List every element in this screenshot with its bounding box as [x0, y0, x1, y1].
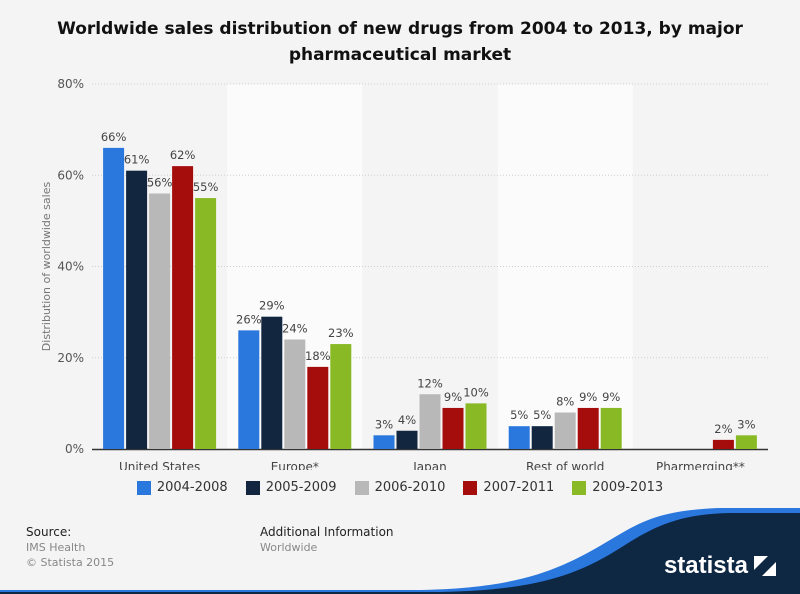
bar — [307, 366, 329, 449]
data-label: 56% — [147, 176, 173, 190]
legend-swatch — [354, 480, 369, 495]
bar — [126, 170, 148, 449]
additional-info-label: Additional Information — [260, 525, 394, 539]
y-tick-label: 60% — [57, 168, 84, 182]
statista-logo-icon — [754, 556, 776, 576]
bar — [396, 430, 418, 449]
bar — [330, 344, 352, 449]
data-label: 62% — [170, 148, 196, 162]
legend: 2004-2008 2005-2009 2006-2010 2007-2011 2009… — [0, 480, 800, 495]
legend-label: 2006-2010 — [374, 480, 446, 495]
bar — [284, 339, 306, 449]
bar — [261, 316, 283, 449]
x-tick-label: Europe* — [271, 460, 319, 470]
bar — [149, 193, 171, 449]
legend-item[interactable]: 2006-2010 — [354, 480, 446, 495]
footer-wave — [0, 508, 800, 594]
data-label: 24% — [282, 322, 308, 336]
bar — [554, 412, 576, 449]
bar — [419, 394, 441, 449]
data-label: 9% — [444, 390, 462, 404]
statista-logo[interactable]: statista — [664, 552, 776, 580]
data-label: 3% — [737, 417, 755, 431]
chart-title: Worldwide sales distribution of new drug… — [57, 19, 743, 65]
data-label: 23% — [328, 326, 354, 340]
legend-label: 2009-2013 — [592, 480, 664, 495]
data-label: 18% — [305, 349, 331, 363]
data-label: 5% — [510, 408, 528, 422]
y-tick-label: 20% — [57, 351, 84, 365]
bar — [712, 439, 734, 449]
legend-item[interactable]: 2007-2011 — [463, 480, 554, 495]
data-label: 55% — [193, 180, 219, 194]
bar — [600, 407, 622, 449]
data-label: 61% — [124, 153, 150, 167]
bar — [508, 426, 530, 449]
data-label: 2% — [714, 422, 732, 436]
bar — [531, 426, 553, 449]
data-label: 8% — [556, 395, 574, 409]
y-tick-label: 80% — [57, 77, 84, 91]
category-band — [497, 84, 633, 449]
bar — [172, 166, 194, 449]
legend-swatch — [245, 480, 260, 495]
data-label: 9% — [602, 390, 620, 404]
legend-label: 2005-2009 — [265, 480, 337, 495]
y-tick-label: 40% — [57, 260, 84, 274]
data-label: 10% — [463, 385, 489, 399]
data-label: 3% — [375, 417, 393, 431]
data-label: 26% — [236, 312, 262, 326]
legend-label: 2004-2008 — [156, 480, 228, 495]
logo-text: statista — [663, 552, 748, 579]
source-text: IMS Health — [26, 541, 86, 554]
bar — [735, 435, 757, 449]
data-label: 29% — [259, 299, 285, 313]
data-label: 5% — [533, 408, 551, 422]
x-tick-label: Pharmerging** — [656, 460, 745, 470]
legend-swatch — [463, 480, 478, 495]
y-axis-title: Distribution of worldwide sales — [40, 182, 53, 352]
bar-chart: 0% 20% 40% 60% 80% Distribution of worldwide … — [40, 77, 768, 470]
legend-item[interactable]: 2005-2009 — [245, 480, 337, 495]
bar — [103, 147, 125, 449]
bar — [465, 403, 487, 449]
bar — [238, 330, 260, 449]
bar — [577, 407, 599, 449]
data-label: 4% — [398, 413, 416, 427]
copyright-text: © Statista 2015 — [26, 556, 115, 569]
legend-label: 2007-2011 — [483, 480, 555, 495]
legend-swatch — [136, 480, 151, 495]
additional-info-block: Additional Information Worldwide — [260, 525, 394, 555]
source-block: Source: IMS Health © Statista 2015 — [26, 525, 114, 570]
data-label: 12% — [417, 376, 443, 390]
bar — [442, 407, 464, 449]
bar — [195, 198, 217, 449]
source-label: Source: — [26, 525, 72, 539]
legend-swatch — [572, 480, 587, 495]
y-tick-label: 0% — [65, 442, 84, 456]
x-tick-label: Rest of world — [526, 460, 604, 470]
data-label: 9% — [579, 390, 597, 404]
bar — [373, 435, 395, 449]
x-tick-label: Japan — [412, 460, 446, 470]
x-tick-label: United States — [119, 460, 200, 470]
additional-info-text: Worldwide — [260, 541, 318, 554]
legend-item[interactable]: 2004-2008 — [136, 480, 228, 495]
legend-item[interactable]: 2009-2013 — [572, 480, 663, 495]
data-label: 66% — [101, 130, 127, 144]
